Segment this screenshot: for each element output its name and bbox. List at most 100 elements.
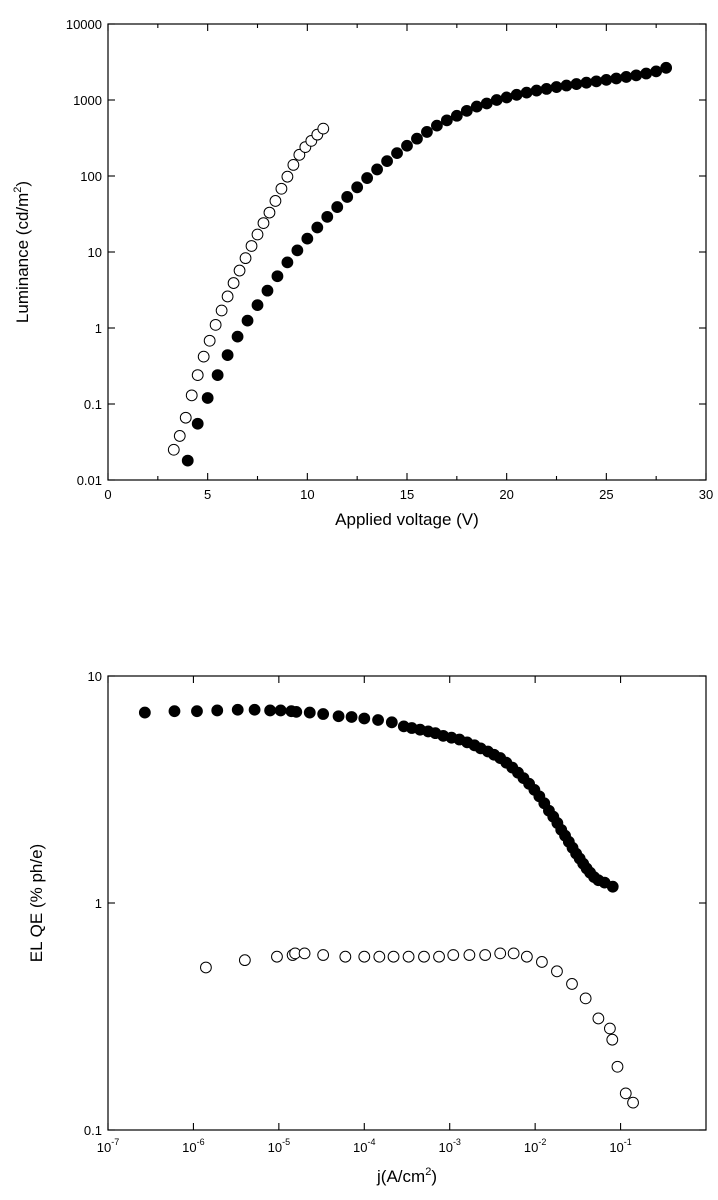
x-tick-label-base: 10 [609, 1140, 623, 1155]
data-point-filled [440, 114, 453, 127]
data-point-open [287, 158, 300, 171]
data-point-open [173, 430, 186, 442]
data-point-filled [332, 710, 345, 723]
data-point-open [257, 217, 270, 230]
data-point-open [373, 950, 386, 963]
data-point-filled [201, 392, 214, 404]
data-point-filled [580, 76, 593, 89]
data-point-open [203, 334, 216, 347]
data-point-filled [510, 88, 523, 101]
data-point-open [167, 443, 180, 456]
data-point-filled [421, 126, 433, 138]
x-tick-label-base: 10 [353, 1140, 367, 1155]
data-point-open [200, 961, 212, 974]
x-tick-label: 0 [104, 487, 111, 502]
data-point-filled [317, 708, 330, 720]
data-point-filled [401, 139, 413, 152]
y-axis-title-text: Luminance (cd/m [13, 193, 32, 323]
x-tick-label-base: 10 [268, 1140, 282, 1155]
y-tick-label: 10 [88, 245, 102, 260]
y-tick-label: 0.01 [77, 473, 102, 488]
x-tick-label-exponent: -7 [111, 1137, 119, 1147]
x-tick-label: 10-5 [268, 1137, 290, 1155]
data-point-filled [411, 132, 423, 145]
data-point-filled [271, 270, 284, 283]
data-point-open [606, 1033, 619, 1046]
data-point-filled [241, 314, 254, 327]
data-point-filled [251, 299, 264, 312]
data-point-open [317, 122, 330, 135]
data-point-filled [372, 714, 384, 726]
data-point-open [627, 1096, 639, 1109]
data-point-open [293, 148, 306, 161]
data-point-open [611, 1060, 624, 1073]
x-tick-label: 10 [300, 487, 314, 502]
data-point-open [579, 992, 592, 1005]
data-point-filled [291, 244, 304, 257]
data-point-filled [211, 369, 224, 382]
data-point-filled [500, 91, 513, 104]
data-point-open [463, 949, 476, 961]
y-tick-label: 1 [95, 896, 102, 911]
x-tick-label-exponent: -1 [624, 1137, 632, 1147]
x-axis-title-superscript: 2 [425, 1166, 431, 1178]
data-point-filled [281, 256, 294, 269]
data-point-filled [351, 181, 364, 194]
x-tick-label-exponent: -3 [453, 1137, 461, 1147]
luminance-vs-voltage-chart: 0 5 10 15 20 25 30 0.01 0.1 1 10 100 1000 10000 Applie… [12, 17, 713, 529]
data-point-filled [345, 711, 358, 723]
x-tick-label: 15 [400, 487, 414, 502]
x-tick-label-exponent: -5 [282, 1137, 290, 1147]
data-point-open [317, 949, 330, 961]
data-point-filled [660, 61, 673, 74]
data-point-filled [181, 454, 194, 467]
plot-frame [107, 23, 707, 481]
data-point-open [507, 947, 520, 960]
x-tick-label-exponent: -4 [368, 1137, 376, 1147]
data-point-filled [358, 712, 371, 725]
data-point-filled [650, 65, 663, 78]
data-point-open [191, 369, 204, 382]
data-point-filled [274, 704, 287, 717]
series-filled-circle [138, 703, 619, 893]
data-point-filled [620, 71, 633, 83]
data-point-filled [331, 201, 344, 213]
x-tick-label: 25 [599, 487, 613, 502]
data-point-open [387, 950, 400, 963]
data-point-open [245, 240, 258, 252]
x-tick-label-exponent: -2 [538, 1137, 546, 1147]
data-point-filled [261, 284, 274, 297]
data-point-filled [301, 232, 314, 245]
data-point-filled [138, 706, 151, 719]
data-point-open [433, 950, 445, 963]
data-point-open [551, 965, 563, 978]
x-axis-title-end: ) [431, 1167, 437, 1186]
data-point-open [263, 206, 276, 219]
data-point-filled [381, 155, 393, 168]
data-point-open [251, 228, 264, 241]
data-point-filled [231, 703, 244, 716]
y-tick-label: 1000 [73, 93, 102, 108]
data-point-filled [311, 221, 324, 234]
y-tick-label: 1 [95, 321, 102, 336]
data-point-filled [560, 79, 573, 92]
y-tick-label: 0.1 [84, 397, 102, 412]
y-axis-title: Luminance (cd/m2) [12, 181, 32, 323]
data-point-filled [460, 104, 473, 117]
x-tick-label-base: 10 [182, 1140, 196, 1155]
data-point-filled [303, 706, 316, 719]
data-point-filled [221, 349, 234, 361]
x-tick-label-base: 10 [97, 1140, 111, 1155]
x-tick-label: 10-3 [438, 1137, 460, 1155]
x-axis-title: Applied voltage (V) [335, 510, 479, 529]
data-point-filled [606, 880, 619, 893]
data-point-filled [290, 705, 303, 718]
x-tick-label-base: 10 [438, 1140, 452, 1155]
data-point-open [197, 350, 210, 363]
data-point-open [275, 182, 288, 195]
data-point-filled [385, 716, 398, 729]
data-point-filled [600, 73, 613, 86]
data-point-filled [191, 417, 204, 430]
y-tick-label: 10 [88, 669, 102, 684]
